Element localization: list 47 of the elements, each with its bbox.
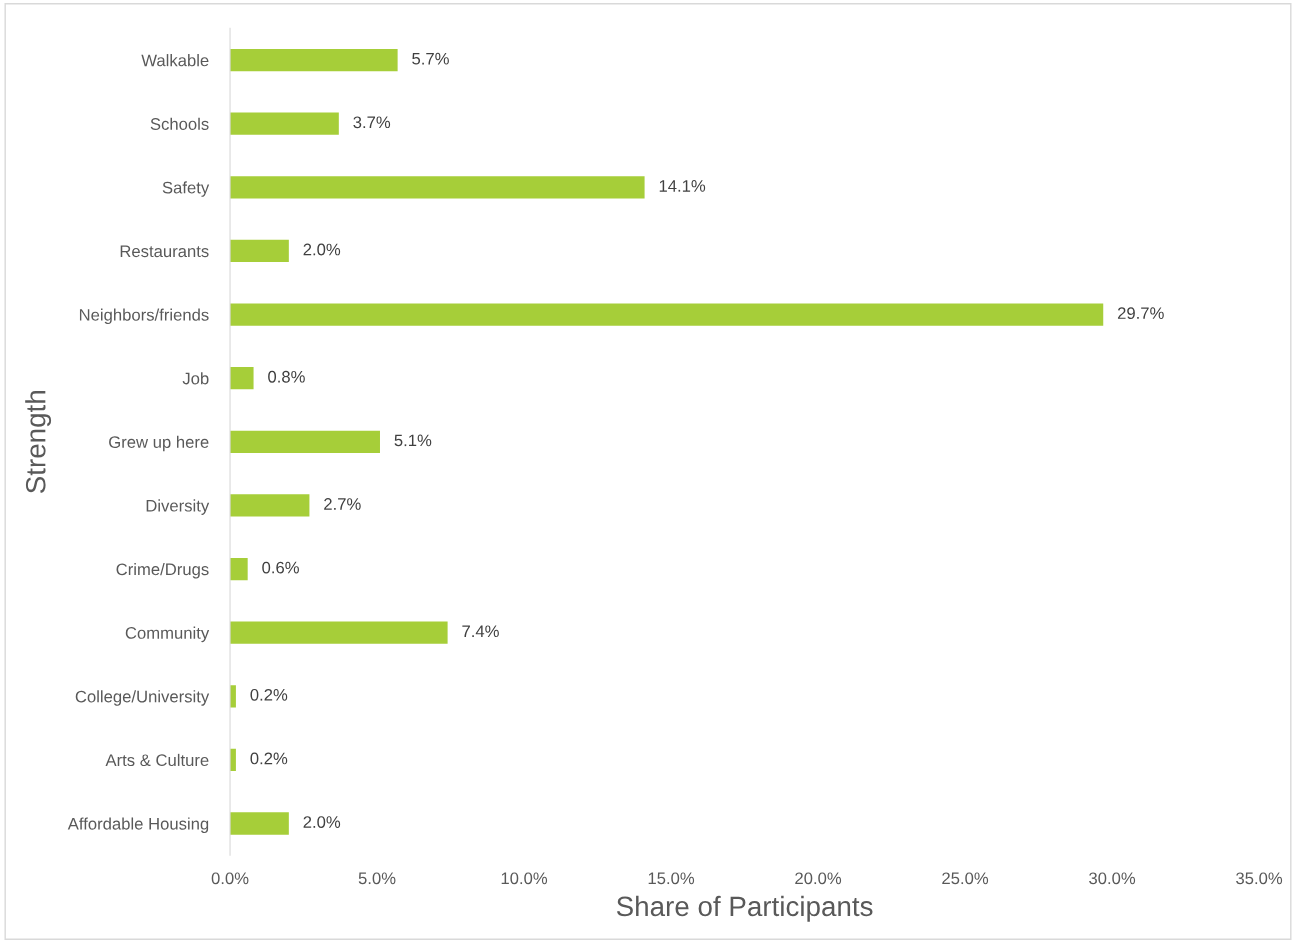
y-tick-label: Walkable: [141, 54, 209, 67]
data-label: 2.0%: [303, 243, 341, 256]
x-tick-label: 25.0%: [942, 872, 989, 885]
data-label: 2.7%: [324, 498, 361, 510]
y-tick-label: Grew up here: [109, 435, 209, 452]
bar: [230, 621, 448, 644]
bar: [230, 239, 289, 263]
y-tick-label: Job: [182, 372, 209, 385]
y-tick-label: Diversity: [146, 499, 210, 515]
bar: [230, 557, 248, 581]
data-label: 3.7%: [353, 116, 391, 129]
y-tick-label: Safety: [162, 181, 210, 197]
bar: [230, 176, 645, 199]
bar: [230, 303, 1104, 326]
bar: [230, 367, 254, 390]
x-tick-label: 15.0%: [648, 872, 695, 885]
x-tick-label: 35.0%: [1236, 872, 1283, 885]
y-tick-label: Restaurants: [120, 245, 209, 258]
y-tick-label: Community: [125, 626, 210, 643]
x-tick-label: 0.0%: [211, 872, 249, 885]
bar: [230, 494, 310, 517]
y-tick-label: College/University: [75, 690, 210, 706]
data-label: 2.0%: [303, 816, 341, 828]
bar: [230, 48, 398, 72]
data-label: 29.7%: [1117, 307, 1164, 320]
data-label: 0.2%: [250, 688, 288, 701]
y-axis-title: Strength: [25, 391, 52, 494]
data-label: 0.8%: [268, 370, 305, 383]
data-label: 14.1%: [659, 180, 706, 192]
x-tick-label: 20.0%: [795, 872, 842, 885]
data-label: 0.2%: [250, 752, 288, 765]
x-tick-label: 10.0%: [501, 872, 548, 885]
x-tick-label: 30.0%: [1089, 872, 1136, 885]
x-axis-title: Share of Participants: [616, 895, 873, 922]
data-label: 5.7%: [412, 52, 449, 65]
bar: [230, 812, 289, 835]
y-tick-label: Arts & Culture: [105, 753, 209, 767]
data-label: 0.6%: [262, 561, 299, 574]
data-label: 7.4%: [462, 625, 499, 638]
y-tick-label: Neighbors/friends: [79, 308, 209, 325]
y-tick-label: Crime/Drugs: [116, 562, 209, 579]
y-tick-label: Schools: [150, 117, 209, 130]
bar: [230, 430, 380, 453]
y-tick-label: Affordable Housing: [67, 817, 209, 833]
x-tick-label: 5.0%: [358, 872, 396, 885]
data-label: 5.1%: [394, 434, 432, 447]
bar: [230, 112, 339, 135]
